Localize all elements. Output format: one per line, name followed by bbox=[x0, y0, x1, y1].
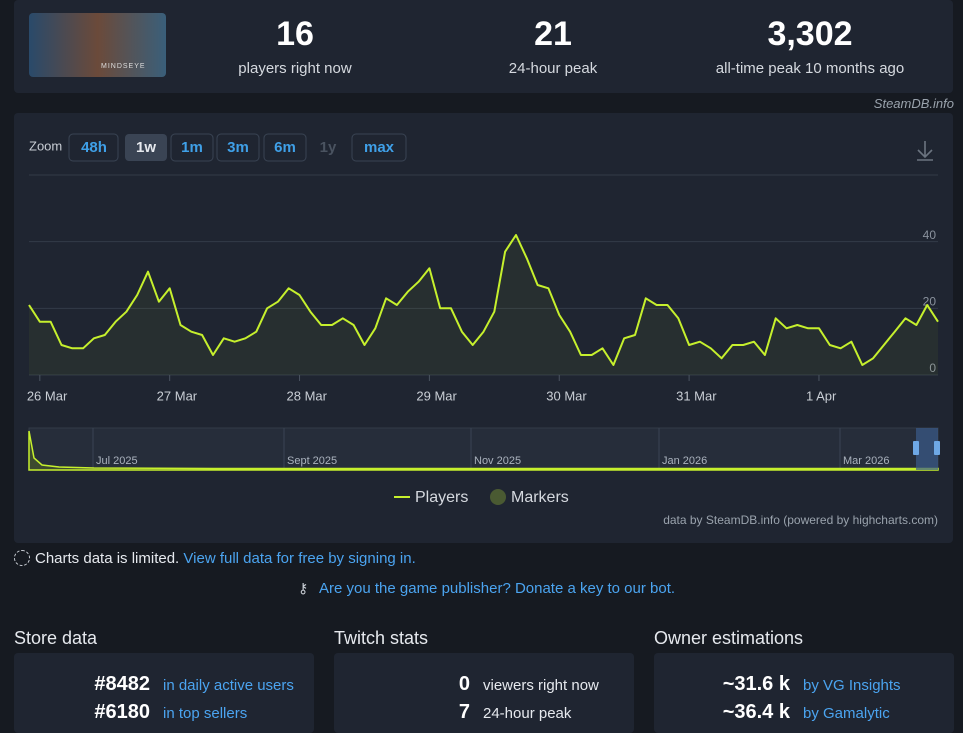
navigator-label: Jan 2026 bbox=[662, 455, 707, 467]
download-icon[interactable] bbox=[917, 141, 933, 161]
x-tick-label: 27 Mar bbox=[157, 388, 198, 403]
row-label[interactable]: in daily active users bbox=[163, 677, 294, 694]
y-tick-label: 0 bbox=[929, 361, 936, 375]
navigator-series bbox=[28, 430, 939, 471]
stat-label: all-time peak 10 months ago bbox=[715, 60, 905, 77]
zoom-button-label[interactable]: 1m bbox=[181, 139, 203, 156]
row-value: #8482 bbox=[94, 673, 150, 695]
row-label[interactable]: in top sellers bbox=[163, 705, 248, 722]
zoom-buttons: 48h 1w 1m 3m 6m 1y max bbox=[68, 133, 407, 162]
row-value: ~31.6 k bbox=[722, 673, 790, 695]
stat-value: 3,302 bbox=[767, 15, 853, 53]
zoom-button[interactable] bbox=[170, 133, 214, 162]
notice-icon bbox=[14, 550, 30, 566]
x-tick-label: 26 Mar bbox=[27, 388, 68, 403]
zoom-button[interactable] bbox=[351, 133, 407, 162]
watermark: SteamDB.info bbox=[873, 96, 954, 111]
zoom-button-label[interactable]: 3m bbox=[227, 139, 249, 156]
row-value: #6180 bbox=[94, 701, 150, 723]
stat-label: 24-hour peak bbox=[508, 60, 598, 77]
chart: Zoom 48h 1w 1m 3m 6m 1y max Jul 2025 Sep… bbox=[14, 113, 953, 543]
zoom-button-label[interactable]: 1w bbox=[136, 139, 156, 156]
zoom-button-label[interactable]: max bbox=[364, 139, 395, 156]
game-thumbnail[interactable]: MINDSEYE bbox=[29, 13, 166, 77]
section-title: Twitch stats bbox=[334, 628, 429, 648]
navigator-handle[interactable] bbox=[913, 441, 919, 455]
publisher-link[interactable]: Are you the game publisher? Donate a key… bbox=[319, 580, 676, 597]
navigator-selection[interactable] bbox=[916, 428, 938, 470]
section-panel bbox=[654, 653, 954, 733]
stat-value: 16 bbox=[276, 15, 314, 53]
x-tick-label: 31 Mar bbox=[676, 388, 717, 403]
row-label[interactable]: by Gamalytic bbox=[803, 705, 890, 722]
stat-value: 21 bbox=[534, 15, 572, 53]
section-panel bbox=[334, 653, 634, 733]
row-value: 0 bbox=[458, 673, 470, 695]
header-panel bbox=[14, 0, 953, 93]
legend-label[interactable]: Markers bbox=[511, 489, 569, 506]
row-label[interactable]: by VG Insights bbox=[803, 677, 901, 694]
row-label: viewers right now bbox=[483, 677, 599, 694]
series-area bbox=[29, 235, 938, 375]
x-tick-label: 30 Mar bbox=[546, 388, 587, 403]
zoom-button[interactable] bbox=[125, 134, 167, 161]
zoom-button-label[interactable]: 6m bbox=[274, 139, 296, 156]
legend-label[interactable]: Players bbox=[415, 489, 468, 506]
zoom-button[interactable] bbox=[68, 133, 119, 162]
row-label: 24-hour peak bbox=[483, 705, 572, 722]
navigator-label: Jul 2025 bbox=[96, 455, 138, 467]
key-icon: ⚷ bbox=[298, 580, 309, 596]
x-tick-label: 28 Mar bbox=[287, 388, 328, 403]
navigator-label: Nov 2025 bbox=[474, 455, 521, 467]
legend-swatch bbox=[490, 489, 506, 505]
y-tick-label: 40 bbox=[923, 228, 937, 242]
navigator-label: Mar 2026 bbox=[843, 455, 889, 467]
download-glyph bbox=[917, 141, 933, 161]
zoom-button[interactable] bbox=[263, 133, 307, 162]
notice: Charts data is limited. View full data f… bbox=[35, 550, 416, 567]
thumb-text: MINDSEYE bbox=[101, 63, 146, 70]
zoom-button-label[interactable]: 48h bbox=[81, 139, 107, 156]
navigator-bg bbox=[28, 427, 939, 471]
zoom-label: Zoom bbox=[29, 138, 62, 153]
x-tick-label: 29 Mar bbox=[416, 388, 457, 403]
credit: data by SteamDB.info (powered by highcha… bbox=[663, 513, 938, 527]
zoom-button-label: 1y bbox=[320, 139, 337, 156]
series-line bbox=[28, 234, 939, 366]
navigator-label: Sept 2025 bbox=[287, 455, 337, 467]
x-tick-label: 1 Apr bbox=[806, 388, 837, 403]
navigator[interactable]: Jul 2025 Sept 2025 Nov 2025 Jan 2026 Mar… bbox=[28, 427, 940, 471]
notice-link[interactable]: View full data for free by signing in. bbox=[183, 550, 416, 567]
legend: Players Markers bbox=[394, 489, 569, 506]
navigator-handle[interactable] bbox=[934, 441, 940, 455]
stat-label: players right now bbox=[238, 60, 352, 77]
notice-text: Charts data is limited. bbox=[35, 550, 180, 567]
section-title: Store data bbox=[14, 628, 98, 648]
zoom-button[interactable] bbox=[216, 133, 260, 162]
section-title: Owner estimations bbox=[654, 628, 804, 648]
y-tick-label: 20 bbox=[923, 295, 937, 309]
row-value: 7 bbox=[458, 701, 470, 723]
row-value: ~36.4 k bbox=[722, 701, 790, 723]
section-panel bbox=[14, 653, 314, 733]
